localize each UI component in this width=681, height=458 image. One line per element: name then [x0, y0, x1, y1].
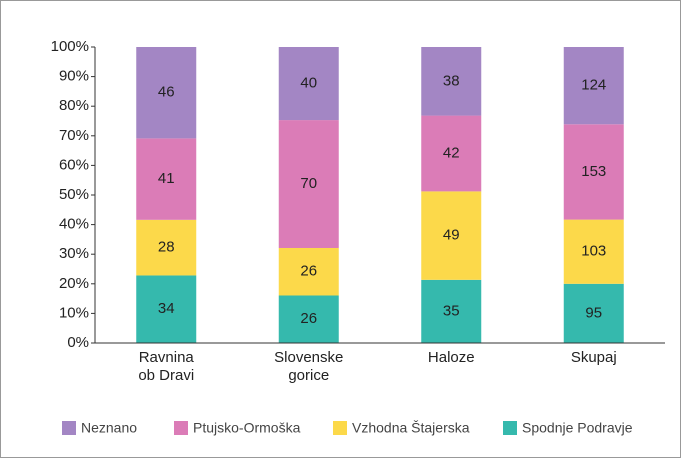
data-label: 38	[443, 72, 460, 89]
data-label: 26	[300, 263, 317, 280]
bar-segment	[278, 247, 339, 296]
x-tick-label: Ravnina ob Dravi	[138, 349, 195, 384]
bar-segment	[278, 295, 339, 343]
bar-segment	[136, 138, 197, 220]
y-tick-label: 30%	[59, 245, 89, 262]
legend-label: Spodnje Podravje	[522, 420, 633, 436]
data-label: 153	[581, 163, 606, 180]
data-label: 124	[581, 77, 606, 94]
data-label: 26	[300, 310, 317, 327]
data-label: 40	[300, 75, 317, 92]
y-tick-label: 40%	[59, 216, 89, 233]
bar-segment	[421, 191, 482, 280]
x-tick-label: Slovenske gorice	[274, 349, 344, 384]
y-tick-label: 100%	[51, 38, 89, 55]
y-tick-label: 20%	[59, 275, 89, 292]
legend-swatch	[503, 421, 517, 435]
y-tick-label: 50%	[59, 186, 89, 203]
y-tick-label: 90%	[59, 68, 89, 85]
legend-swatch	[174, 421, 188, 435]
bar-segment	[278, 120, 339, 248]
bar-segment	[421, 279, 482, 343]
data-label: 49	[443, 227, 460, 244]
bar-segment	[136, 47, 197, 139]
data-label: 70	[300, 175, 317, 192]
bar-segment	[136, 275, 197, 343]
data-label: 34	[158, 300, 175, 317]
bar-segment	[563, 124, 624, 220]
y-tick-label: 0%	[67, 334, 89, 351]
data-label: 42	[443, 144, 460, 161]
legend-swatch	[62, 421, 76, 435]
bar-segment	[278, 47, 339, 121]
x-tick-label: Haloze	[427, 349, 475, 366]
bar-segment	[563, 283, 624, 343]
bar-segment	[421, 47, 482, 116]
bar-segment	[563, 47, 624, 125]
data-label: 95	[585, 304, 602, 321]
bar-segment	[563, 219, 624, 284]
data-label: 35	[443, 302, 460, 319]
y-tick-label: 10%	[59, 304, 89, 321]
data-label: 103	[581, 243, 606, 260]
bar-segment	[136, 219, 197, 276]
legend-label: Vzhodna Štajerska	[352, 420, 470, 436]
legend-swatch	[333, 421, 347, 435]
legend-label: Ptujsko-Ormoška	[193, 420, 301, 436]
data-label: 28	[158, 239, 175, 256]
y-tick-label: 70%	[59, 127, 89, 144]
bar-segment	[421, 115, 482, 192]
data-label: 41	[158, 170, 175, 187]
y-tick-label: 80%	[59, 97, 89, 114]
legend-label: Neznano	[81, 420, 137, 436]
data-label: 46	[158, 84, 175, 101]
x-tick-label: Skupaj	[570, 349, 617, 366]
y-tick-label: 60%	[59, 156, 89, 173]
